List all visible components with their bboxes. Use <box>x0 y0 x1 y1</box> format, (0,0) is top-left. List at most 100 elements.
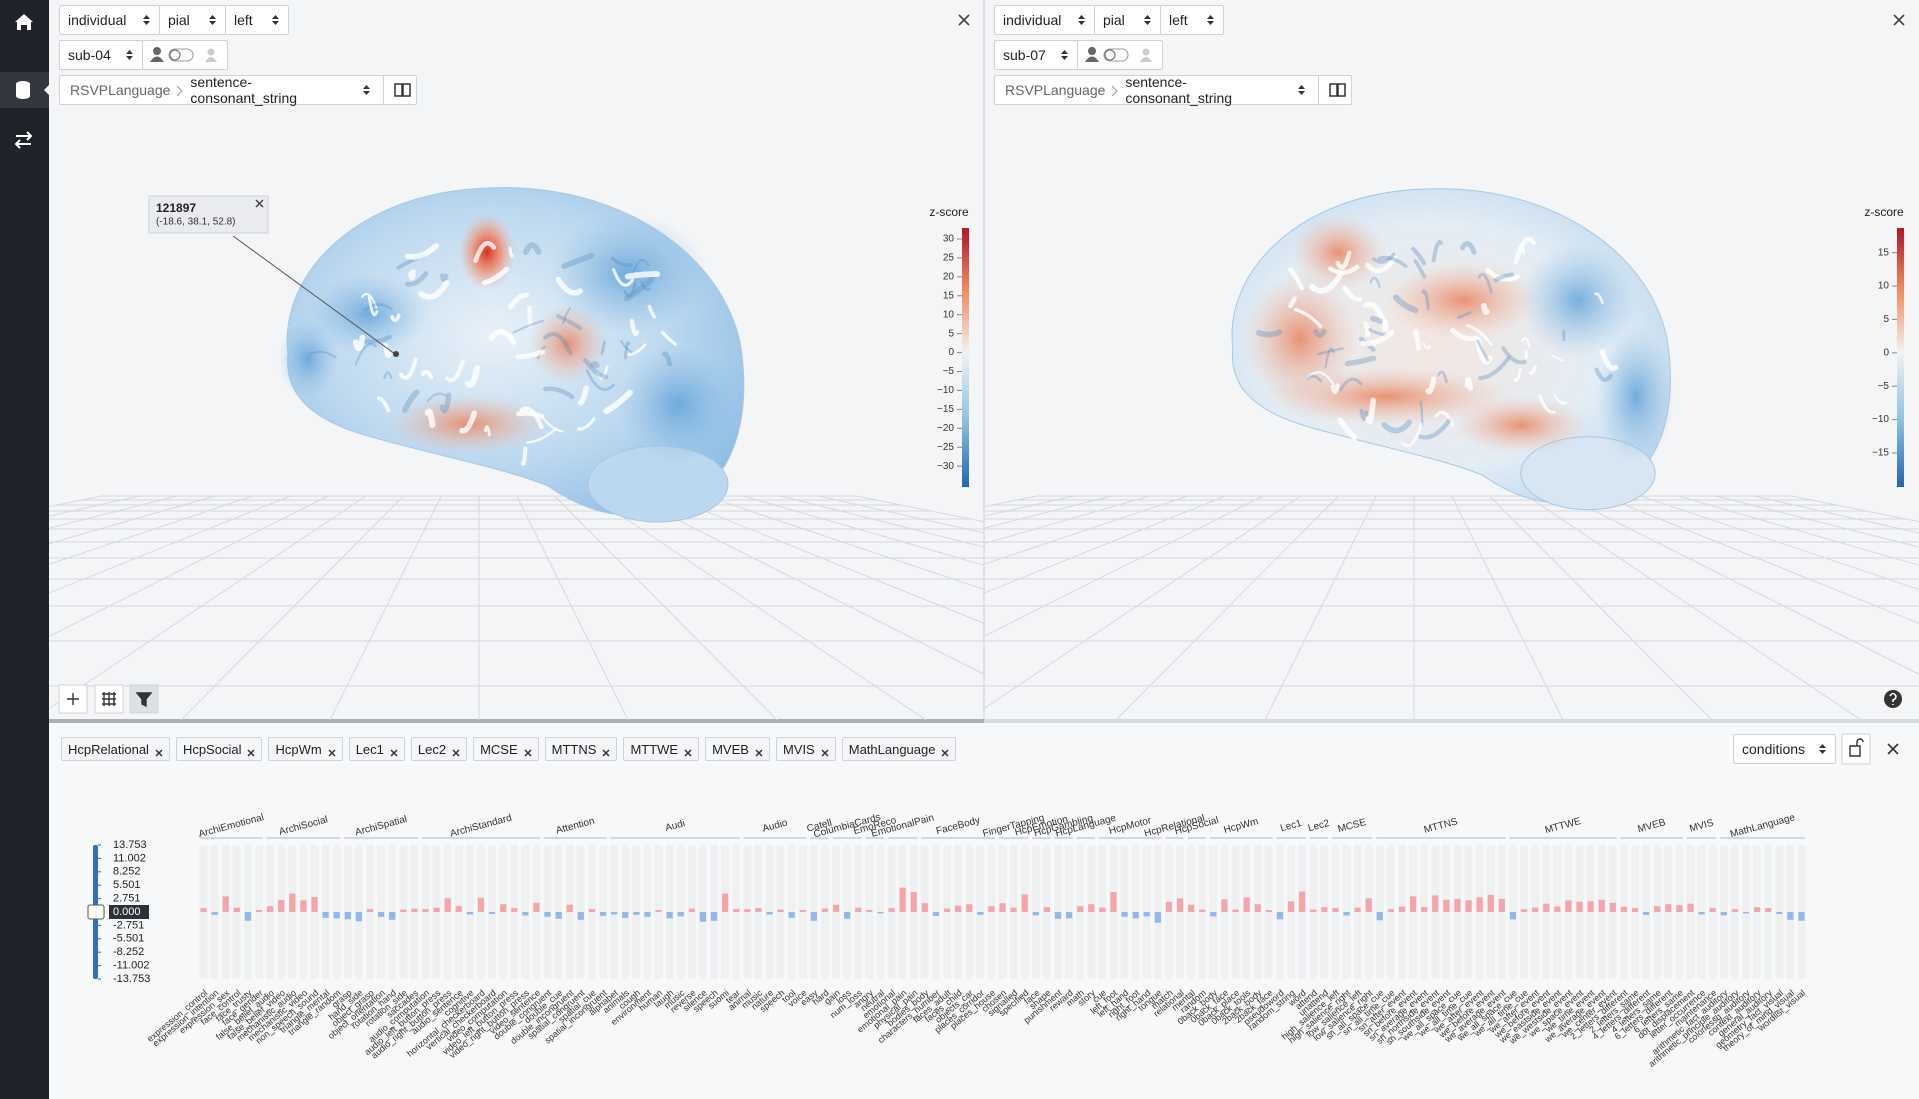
bar[interactable] <box>1332 908 1339 912</box>
bar[interactable] <box>1787 912 1794 920</box>
bar[interactable] <box>555 912 562 919</box>
bar[interactable] <box>1176 898 1184 912</box>
bar[interactable] <box>500 904 507 912</box>
bar[interactable] <box>788 912 795 918</box>
select-mode[interactable]: individual <box>59 5 160 35</box>
bar[interactable] <box>1631 908 1639 912</box>
close-view[interactable] <box>1893 14 1905 26</box>
bar[interactable] <box>755 908 762 912</box>
bar[interactable] <box>1387 909 1394 912</box>
bar[interactable] <box>300 900 307 912</box>
bar[interactable] <box>1432 895 1439 912</box>
bar[interactable] <box>411 908 418 912</box>
bar[interactable] <box>566 904 573 912</box>
bar[interactable] <box>366 909 374 912</box>
filter-tag[interactable]: HcpWm <box>268 737 343 761</box>
bar[interactable] <box>1609 902 1616 912</box>
bar[interactable] <box>733 909 740 912</box>
unlock-button[interactable] <box>1841 733 1871 765</box>
select-hemisphere[interactable]: left <box>225 5 289 35</box>
bar[interactable] <box>1776 912 1783 914</box>
database-icon[interactable] <box>16 81 30 99</box>
bar[interactable] <box>655 910 662 912</box>
bar[interactable] <box>1221 899 1228 912</box>
tooltip-close[interactable] <box>255 199 264 208</box>
bar[interactable] <box>233 907 240 912</box>
bar[interactable] <box>1543 903 1550 912</box>
bar[interactable] <box>577 912 584 920</box>
bar[interactable] <box>1287 901 1295 912</box>
bar[interactable] <box>466 912 473 915</box>
bar[interactable] <box>1654 906 1661 912</box>
bar[interactable] <box>1620 906 1628 912</box>
bar[interactable] <box>1742 912 1750 914</box>
select-hemisphere[interactable]: left <box>1160 5 1224 35</box>
bar[interactable] <box>1487 894 1494 912</box>
bar[interactable] <box>444 898 451 912</box>
bar[interactable] <box>844 912 851 919</box>
bar[interactable] <box>244 912 252 921</box>
select-subject[interactable]: sub-04 <box>59 40 143 70</box>
bar[interactable] <box>1698 912 1705 915</box>
bar[interactable] <box>688 908 695 912</box>
bar[interactable] <box>744 909 751 912</box>
bar[interactable] <box>1165 901 1173 912</box>
bar[interactable] <box>1032 912 1039 916</box>
bar[interactable] <box>1132 912 1139 919</box>
home-icon[interactable] <box>15 14 33 30</box>
bar[interactable] <box>677 912 684 917</box>
bar[interactable] <box>1421 907 1428 912</box>
bar[interactable] <box>799 910 806 912</box>
bar[interactable] <box>611 912 618 915</box>
filter-tag[interactable]: MVIS <box>775 737 836 761</box>
bar[interactable] <box>921 903 928 912</box>
bar[interactable] <box>477 897 485 912</box>
slider-handle[interactable] <box>87 904 105 920</box>
group-by-select[interactable]: conditions <box>1733 734 1836 764</box>
filter-tag[interactable]: MTTWE <box>623 737 700 761</box>
bar[interactable] <box>1276 912 1284 920</box>
bar[interactable] <box>932 912 940 916</box>
help-button[interactable] <box>1884 690 1902 708</box>
bar[interactable] <box>544 912 551 917</box>
filter-tag[interactable]: MCSE <box>473 737 539 761</box>
bar[interactable] <box>1598 899 1605 912</box>
bar[interactable] <box>455 906 462 912</box>
filter-tag[interactable]: MTTNS <box>544 737 618 761</box>
bar[interactable] <box>289 893 296 912</box>
bar[interactable] <box>1753 907 1761 912</box>
bar[interactable] <box>977 912 984 915</box>
bar[interactable] <box>389 912 396 920</box>
bar[interactable] <box>766 912 773 915</box>
bar[interactable] <box>855 907 862 912</box>
bar[interactable] <box>1687 903 1694 912</box>
bar[interactable] <box>488 912 496 914</box>
bar[interactable] <box>1454 898 1461 912</box>
bar[interactable] <box>344 912 351 920</box>
select-surface[interactable]: pial <box>159 5 226 35</box>
bar[interactable] <box>522 912 529 916</box>
bar[interactable] <box>1232 909 1239 912</box>
bar[interactable] <box>1143 912 1150 917</box>
bar[interactable] <box>355 912 363 922</box>
bar[interactable] <box>1077 906 1084 912</box>
bar[interactable] <box>777 909 784 912</box>
bar[interactable] <box>311 896 318 912</box>
bar[interactable] <box>333 912 340 919</box>
bar[interactable] <box>222 896 229 912</box>
bar[interactable] <box>1520 909 1528 912</box>
bar[interactable] <box>810 912 817 921</box>
bar[interactable] <box>533 902 540 912</box>
toggle-icons[interactable] <box>149 45 221 65</box>
bar[interactable] <box>1265 910 1272 912</box>
bar[interactable] <box>633 912 640 915</box>
bar[interactable] <box>1021 894 1028 912</box>
bar[interactable] <box>1720 912 1727 916</box>
bar[interactable] <box>999 903 1006 912</box>
bar[interactable] <box>899 887 906 912</box>
bar[interactable] <box>322 912 329 918</box>
bar[interactable] <box>1065 912 1073 919</box>
bar[interactable] <box>1365 898 1372 912</box>
bar[interactable] <box>721 893 729 912</box>
bar[interactable] <box>888 908 895 912</box>
